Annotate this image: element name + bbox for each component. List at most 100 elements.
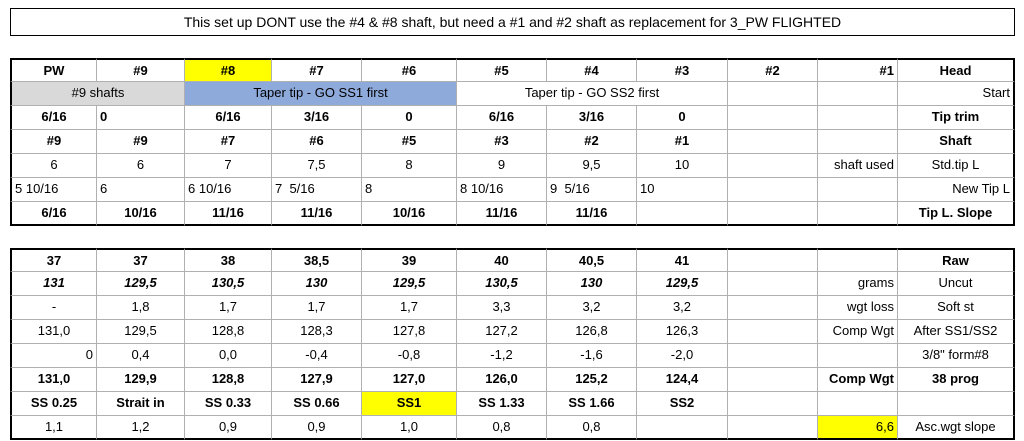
- table-cell: -: [10, 296, 97, 320]
- table-cell: Shaft: [898, 130, 1015, 154]
- table-cell: Taper tip - GO SS1 first: [185, 82, 457, 106]
- table-cell: 3,2: [637, 296, 728, 320]
- table-cell: 1,8: [97, 296, 185, 320]
- table-cell: #3: [637, 58, 728, 82]
- table-cell: Comp Wgt: [818, 320, 898, 344]
- table-cell: [818, 82, 898, 106]
- table-cell: [818, 344, 898, 368]
- table-cell: 3,3: [457, 296, 547, 320]
- table-cell: #9: [97, 130, 185, 154]
- table-cell: Soft st: [898, 296, 1015, 320]
- table-cell: wgt loss: [818, 296, 898, 320]
- table-cell: 7 5/16: [272, 178, 362, 202]
- table-cell: 129,5: [97, 320, 185, 344]
- table-cell: 126,3: [637, 320, 728, 344]
- table-cell: 11/16: [272, 202, 362, 226]
- table-cell: [728, 392, 818, 416]
- table-cell: 127,8: [362, 320, 457, 344]
- table-cell: 125,2: [547, 368, 637, 392]
- table-cell: 7: [185, 154, 272, 178]
- sheet-title: This set up DONT use the #4 & #8 shaft, …: [10, 8, 1015, 36]
- table-cell: [818, 106, 898, 130]
- table-cell: #7: [272, 58, 362, 82]
- table-cell: 11/16: [185, 202, 272, 226]
- table-cell: SS 0.66: [272, 392, 362, 416]
- table-cell: 1,7: [362, 296, 457, 320]
- table-cell: After SS1/SS2: [898, 320, 1015, 344]
- table-cell: #7: [185, 130, 272, 154]
- table-cell: [728, 344, 818, 368]
- table-cell: 0: [10, 344, 97, 368]
- table-cell: 129,5: [637, 272, 728, 296]
- table-cell: 0,4: [97, 344, 185, 368]
- table-cell: 38,5: [272, 248, 362, 272]
- table-cell: Comp Wgt: [818, 368, 898, 392]
- table-cell: 9,5: [547, 154, 637, 178]
- table-cell: 129,5: [97, 272, 185, 296]
- table-cell: 3/16: [272, 106, 362, 130]
- table-cell: #2: [547, 130, 637, 154]
- table-cell: Uncut: [898, 272, 1015, 296]
- table-cell: 1,7: [185, 296, 272, 320]
- table-cell: New Tip L: [898, 178, 1015, 202]
- table-cell: 6: [97, 178, 185, 202]
- table-cell: [728, 82, 818, 106]
- table-cell: Taper tip - GO SS2 first: [457, 82, 728, 106]
- table-cell: -1,2: [457, 344, 547, 368]
- table-cell: #3: [457, 130, 547, 154]
- table-cell: 37: [97, 248, 185, 272]
- table-cell: SS 1.66: [547, 392, 637, 416]
- table-cell: #1: [818, 58, 898, 82]
- table-cell: 0,0: [185, 344, 272, 368]
- table-cell: 6/16: [185, 106, 272, 130]
- table-cell: 127,2: [457, 320, 547, 344]
- table-cell: 1,0: [362, 416, 457, 440]
- table-cell: 3/8" form#8: [898, 344, 1015, 368]
- table-cell: 128,8: [185, 368, 272, 392]
- table-cell: 41: [637, 248, 728, 272]
- table-cell: -1,6: [547, 344, 637, 368]
- table-cell: 126,0: [457, 368, 547, 392]
- table-cell: [898, 392, 1015, 416]
- table-cell: 131,0: [10, 320, 97, 344]
- table-cell: 6/16: [457, 106, 547, 130]
- table-cell: 0,9: [272, 416, 362, 440]
- table-cell: 38: [185, 248, 272, 272]
- table-cell: SS 0.25: [10, 392, 97, 416]
- table-cell: 11/16: [547, 202, 637, 226]
- table-cell: Raw: [898, 248, 1015, 272]
- table-cell: [728, 272, 818, 296]
- table-cell: 0: [362, 106, 457, 130]
- table-cell: -0,4: [272, 344, 362, 368]
- table-cell: #9: [10, 130, 97, 154]
- table-cell: #8: [185, 58, 272, 82]
- table-cell: 1,1: [10, 416, 97, 440]
- table-cell: 10: [637, 178, 728, 202]
- table-cell: 9 5/16: [547, 178, 637, 202]
- table-cell: #1: [637, 130, 728, 154]
- table-cell: 6/16: [10, 202, 97, 226]
- table-cell: 129,9: [97, 368, 185, 392]
- table-cell: SS 0.33: [185, 392, 272, 416]
- table-cell: 0,8: [457, 416, 547, 440]
- table-cell: [818, 202, 898, 226]
- table-cell: 8: [362, 178, 457, 202]
- table-cell: [818, 178, 898, 202]
- table-cell: Tip trim: [898, 106, 1015, 130]
- table-cell: [818, 392, 898, 416]
- table-cell: [728, 296, 818, 320]
- table-cell: 128,3: [272, 320, 362, 344]
- table-cell: #6: [362, 58, 457, 82]
- table-cell: 40: [457, 248, 547, 272]
- table-cell: #6: [272, 130, 362, 154]
- table-cell: 10/16: [362, 202, 457, 226]
- table-cell: #5: [362, 130, 457, 154]
- table-cell: 6: [97, 154, 185, 178]
- table-cell: 5 10/16: [10, 178, 97, 202]
- table-cell: #9 shafts: [10, 82, 185, 106]
- table-cell: #4: [547, 58, 637, 82]
- table-cell: [818, 248, 898, 272]
- table-cell: 7,5: [272, 154, 362, 178]
- table-cell: 0,8: [547, 416, 637, 440]
